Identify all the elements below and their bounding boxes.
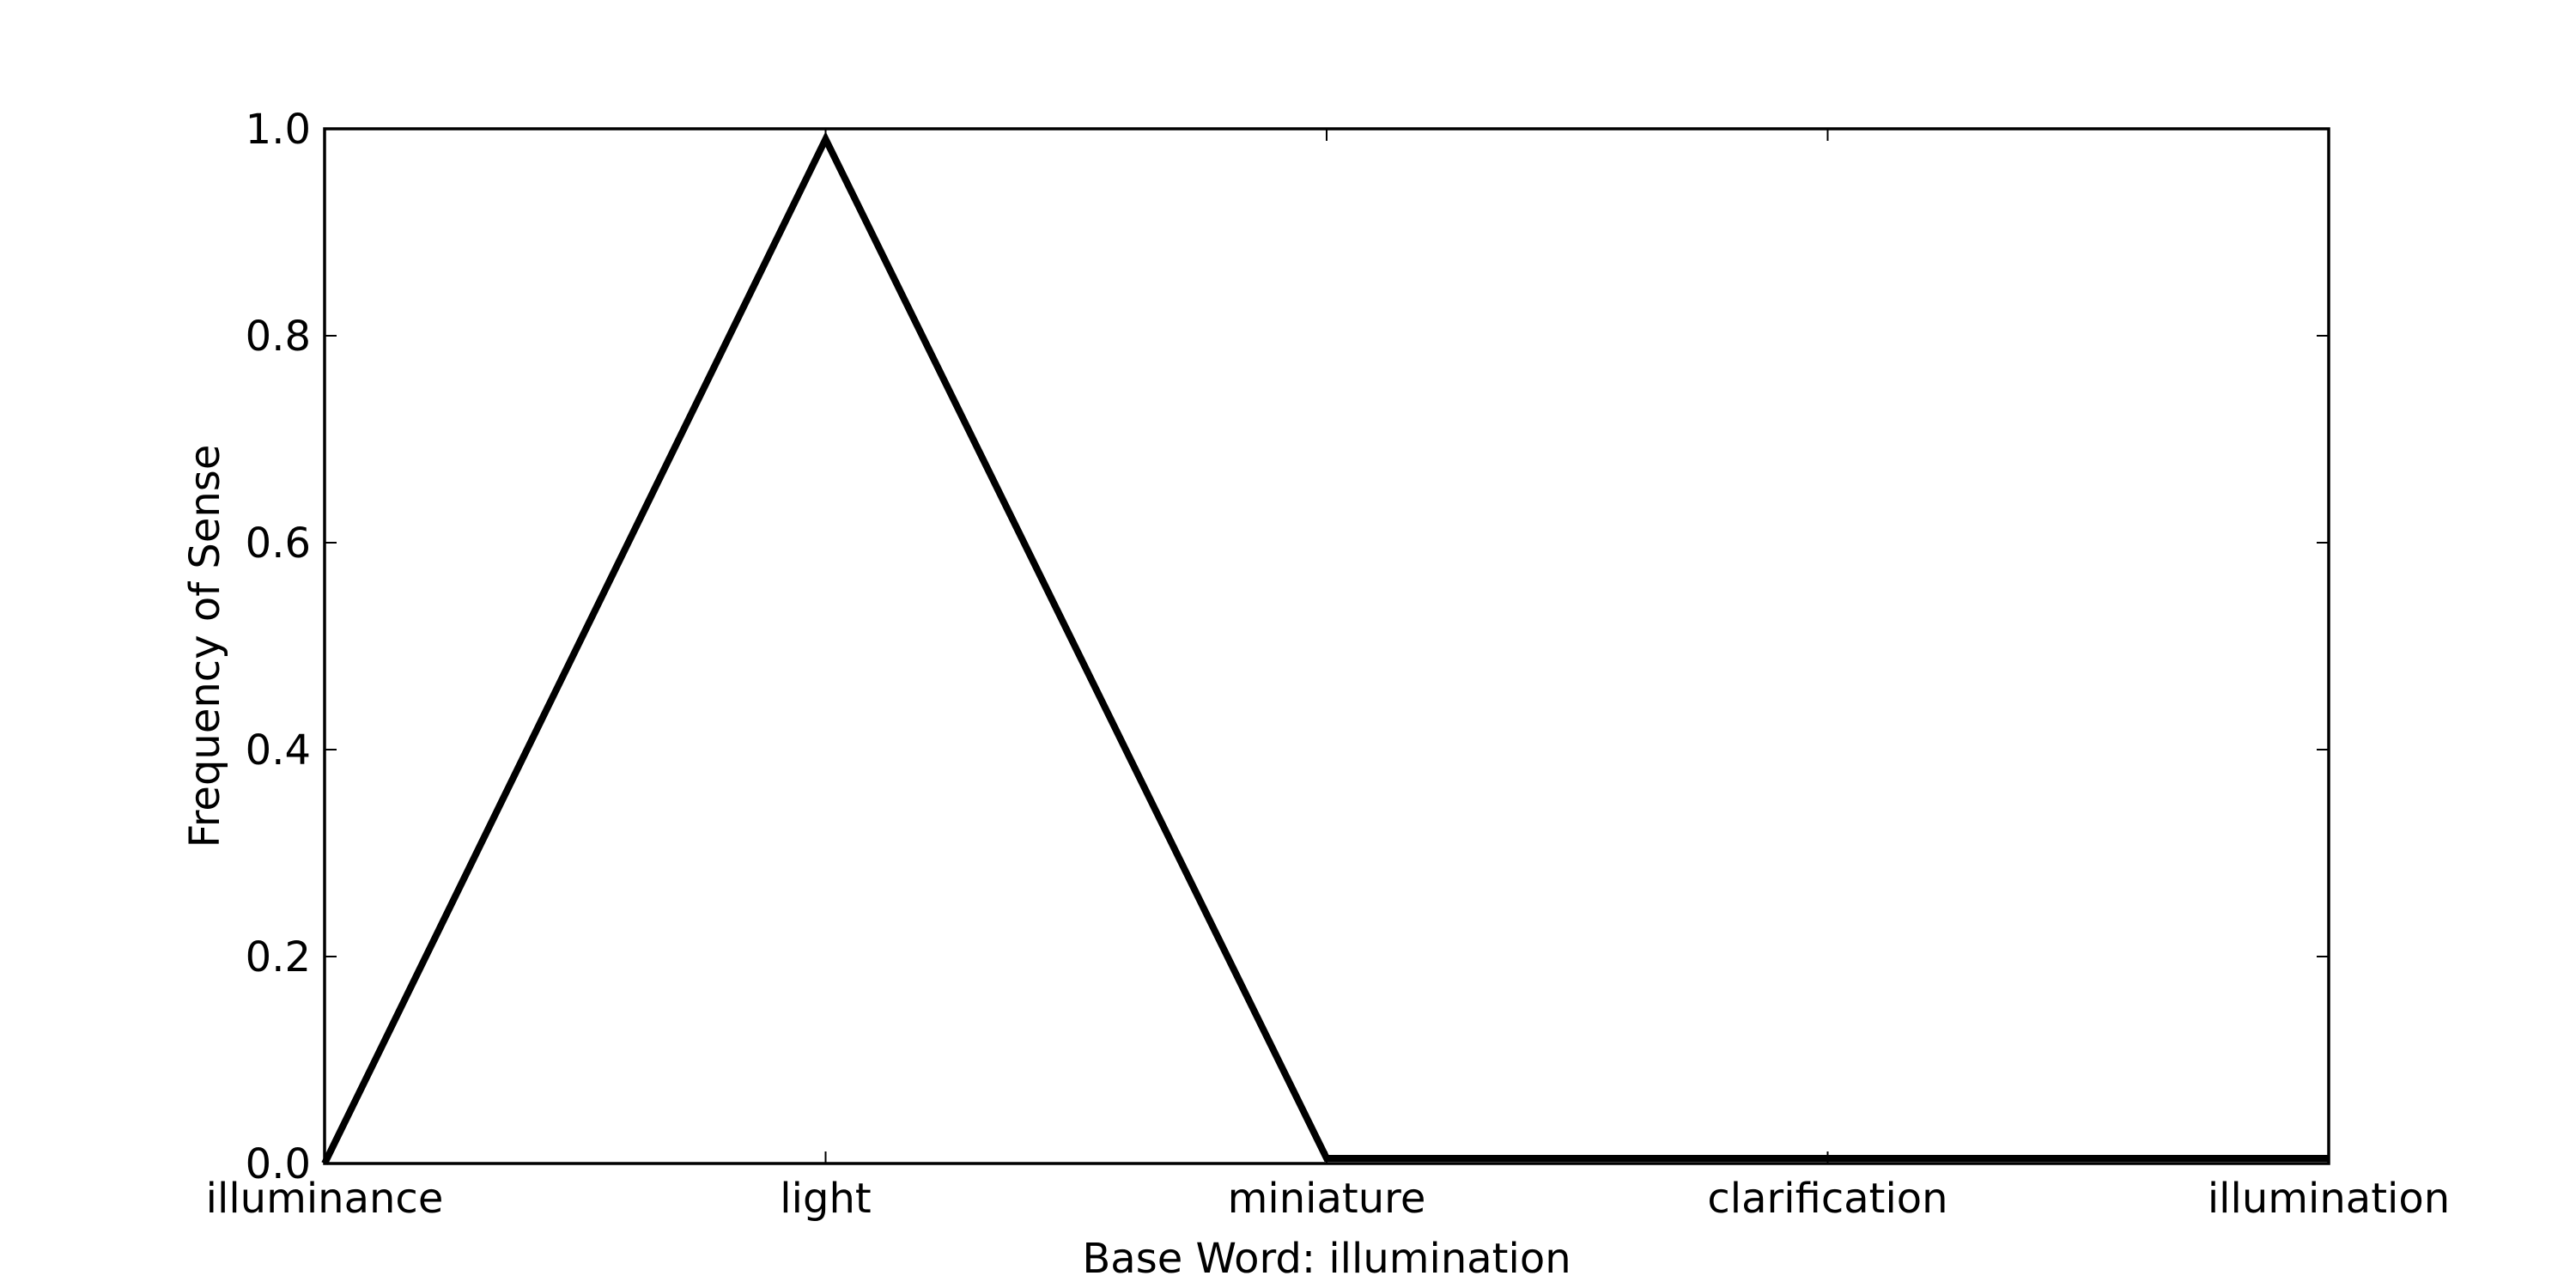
y-axis-label: Frequency of Sense <box>181 445 229 848</box>
y-tick-label: 0.2 <box>246 933 311 981</box>
x-tick-label: light <box>780 1175 871 1223</box>
y-tick-label: 0.6 <box>246 519 311 568</box>
data-point <box>1826 1157 1829 1159</box>
y-tick-labels: 0.0 0.2 0.4 0.6 0.8 1.0 <box>246 106 311 1188</box>
x-tick-label: miniature <box>1228 1175 1426 1223</box>
x-tick-label: illumination <box>2208 1175 2450 1223</box>
data-point <box>824 138 827 141</box>
data-point <box>1326 1157 1327 1159</box>
x-axis-label: Base Word: illumination <box>1082 1235 1571 1283</box>
y-tick-label: 0.4 <box>246 726 311 775</box>
y-tick-label: 0.0 <box>246 1140 311 1188</box>
x-tick-labels: illuminance light miniature clarification il… <box>206 1175 2451 1223</box>
data-point <box>324 1163 325 1164</box>
data-point <box>2328 1157 2330 1159</box>
y-tick-label: 0.8 <box>246 313 311 361</box>
x-tick-label: clarification <box>1707 1175 1947 1223</box>
y-tick-label: 1.0 <box>246 106 311 154</box>
y-tick-marks <box>325 128 2329 1164</box>
series-group <box>321 131 2330 1165</box>
x-tick-label: illuminance <box>206 1175 444 1223</box>
